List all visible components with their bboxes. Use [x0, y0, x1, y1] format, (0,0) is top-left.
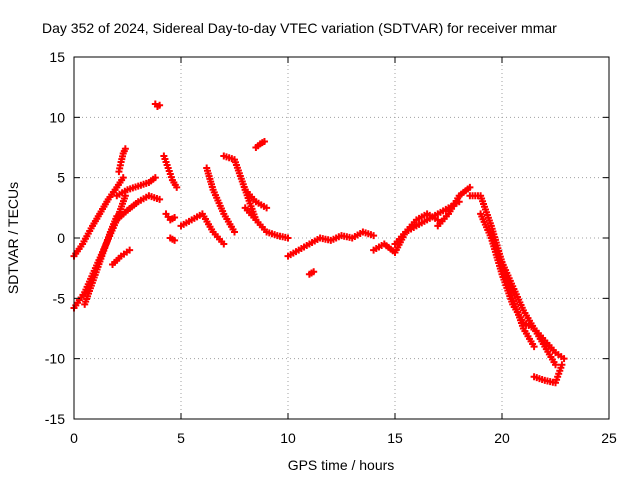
series-24 [487, 234, 559, 369]
series-8 [160, 152, 181, 191]
data-point [560, 355, 568, 363]
data-point [552, 361, 559, 369]
series-15 [252, 137, 268, 151]
series-5 [113, 174, 159, 200]
series-19 [370, 198, 463, 256]
data-point [173, 183, 181, 191]
data-point [171, 213, 179, 221]
data-point [466, 183, 474, 191]
data-point [171, 236, 179, 244]
x-tick-label-0: 0 [70, 430, 78, 446]
data-point [126, 246, 134, 254]
series-12 [203, 164, 238, 236]
data-point [156, 195, 164, 203]
data-points [70, 100, 568, 387]
y-tick-label-6: 15 [49, 49, 65, 65]
series-2 [81, 212, 121, 308]
data-point [434, 216, 442, 224]
y-tick-label-5: 10 [49, 109, 65, 125]
x-axis-label: GPS time / hours [288, 457, 395, 473]
data-point [530, 343, 538, 351]
series-6 [113, 192, 164, 224]
series-4 [109, 246, 134, 269]
series-3 [115, 145, 129, 176]
data-point [231, 228, 238, 236]
series-9 [162, 210, 179, 224]
x-tick-label-2: 10 [280, 430, 296, 446]
series-7 [151, 100, 164, 110]
x-tick-label-5: 25 [601, 430, 617, 446]
series-21 [434, 183, 474, 230]
series-16 [241, 204, 292, 242]
data-point [284, 234, 292, 242]
y-tick-label-0: -15 [45, 411, 65, 427]
data-point [151, 174, 159, 182]
series-20 [391, 210, 442, 248]
series-10 [166, 234, 179, 244]
y-tick-label-3: 0 [57, 230, 65, 246]
data-point [260, 137, 268, 145]
series-23 [477, 210, 568, 363]
x-axis-ticks: 0 5 10 15 20 25 [70, 57, 617, 446]
data-point [220, 240, 228, 248]
series-25 [530, 361, 566, 387]
y-tick-label-2: -5 [53, 290, 66, 306]
y-tick-label-1: -10 [45, 351, 65, 367]
data-point [558, 361, 566, 369]
data-point [156, 101, 164, 109]
x-tick-label-3: 15 [387, 430, 403, 446]
chart-title: Day 352 of 2024, Sidereal Day-to-day VTE… [42, 20, 557, 36]
series-14 [241, 186, 271, 212]
data-point [263, 204, 271, 212]
data-point [310, 268, 318, 276]
series-18 [305, 268, 318, 278]
data-point [119, 174, 127, 182]
series-11 [177, 210, 228, 248]
data-point [370, 232, 378, 240]
x-tick-label-1: 5 [177, 430, 185, 446]
x-tick-label-4: 20 [494, 430, 510, 446]
y-axis-label: SDTVAR / TECUs [5, 182, 21, 294]
series-0 [70, 174, 127, 260]
y-tick-label-4: 5 [57, 170, 65, 186]
series-13 [220, 152, 260, 224]
data-point [121, 145, 129, 153]
series-17 [284, 228, 378, 260]
y-axis-ticks: -15 -10 -5 0 5 10 15 [45, 49, 609, 427]
